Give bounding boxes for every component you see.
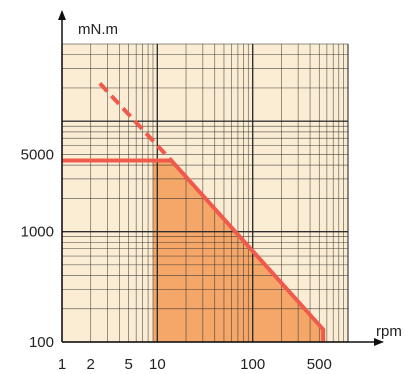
x-tick-label: 100: [240, 356, 265, 373]
y-axis-label: mN.m: [78, 21, 118, 38]
x-axis-label: rpm: [376, 323, 402, 340]
y-tick-label: 100: [29, 334, 54, 351]
y-axis-arrow: [58, 10, 66, 20]
x-tick-label: 5: [124, 356, 132, 373]
x-tick-label: 500: [307, 356, 332, 373]
dashed-limit-line: [98, 82, 173, 162]
y-tick-labels: 100 1000 5000: [21, 146, 54, 351]
x-axis-arrow: [374, 338, 384, 346]
x-tick-label: 1: [58, 356, 66, 373]
x-tick-label: 2: [87, 356, 95, 373]
x-tick-label: 10: [149, 356, 166, 373]
torque-limit-line: [62, 158, 326, 342]
y-tick-label: 5000: [21, 146, 54, 163]
y-tick-label: 1000: [21, 224, 54, 241]
x-tick-labels: 1 2 5 10 100 500: [58, 356, 332, 373]
axes: [58, 10, 384, 346]
